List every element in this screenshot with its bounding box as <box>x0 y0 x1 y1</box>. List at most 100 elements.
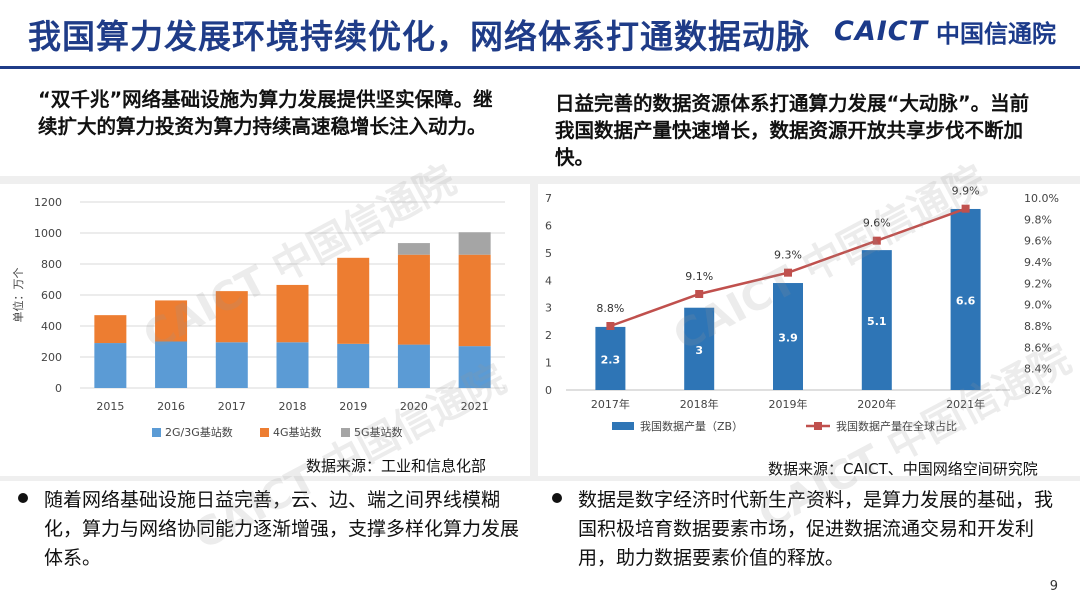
x-tick-label: 2020 <box>400 400 428 413</box>
y-left-tick-label: 1 <box>545 357 552 370</box>
left-source: 数据来源：工业和信息化部 <box>306 457 487 475</box>
left-subtitle: “双千兆”网络基础设施为算力发展提供坚实保障。继续扩大的算力投资为算力持续高速稳… <box>38 88 493 138</box>
bar <box>397 254 430 345</box>
legend-marker <box>814 422 822 430</box>
legend-label: 5G基站数 <box>354 425 403 439</box>
line-value-label: 9.6% <box>863 217 891 230</box>
y-right-tick-label: 9.6% <box>1024 235 1052 248</box>
line-value-label: 9.1% <box>685 270 713 283</box>
bar <box>155 300 188 342</box>
line-point <box>784 268 792 277</box>
y-tick-label: 0 <box>55 382 62 395</box>
x-tick-label: 2017 <box>218 400 246 413</box>
y-left-tick-label: 7 <box>545 192 552 205</box>
data-output-chart-card: 0 1 2 3 4 5 6 7 8.2% 8.4% 8.6% 8.8% 9.0% 9.2% 9.4% 9.6%… <box>538 184 1080 476</box>
bullet-dot <box>552 492 562 503</box>
bar <box>94 343 127 388</box>
x-tick-label: 2015 <box>96 400 124 413</box>
bar <box>276 342 309 388</box>
legend-swatch <box>341 428 350 437</box>
base-station-chart-card: 0 200 400 600 800 1000 1200 单位：万个 2015 2016 2017 20… <box>0 184 530 476</box>
y-right-tick-label: 9.0% <box>1024 299 1052 312</box>
y-tick-label: 1200 <box>34 196 62 209</box>
legend-label: 4G基站数 <box>273 425 322 439</box>
y-axis-label: 单位：万个 <box>11 268 25 323</box>
y-right-tick-label: 10.0% <box>1024 192 1059 205</box>
page-title: 我国算力发展环境持续优化，网络体系打通数据动脉 <box>28 17 810 56</box>
bar-value-label: 5.1 <box>867 315 887 328</box>
bar <box>276 284 309 343</box>
legend-label: 我国数据产量（ZB） <box>640 419 743 433</box>
left-bullet: 随着网络基础设施日益完善，云、边、端之间界线模糊化，算力与网络协同能力逐渐增强，… <box>18 486 523 569</box>
line-value-label: 9.9% <box>952 185 980 198</box>
bar <box>684 307 715 390</box>
legend-swatch <box>152 428 161 437</box>
page-number: 9 <box>1049 579 1058 594</box>
bar-value-label: 3.9 <box>778 332 798 345</box>
y-left-tick-label: 5 <box>545 247 552 260</box>
y-tick-label: 400 <box>41 320 62 333</box>
x-tick-label: 2017年 <box>591 397 630 411</box>
line-point <box>695 290 704 298</box>
right-bullet-text: 数据是数字经济时代新生产资料，是算力发展的基础，我国积极培育数据要素市场，促进数… <box>578 489 1054 569</box>
right-subtitle: 日益完善的数据资源体系打通算力发展“大动脉”。当前我国数据产量快速增长，数据资源… <box>555 92 1030 169</box>
bar-value-label: 2.3 <box>601 353 621 366</box>
bar <box>94 315 127 344</box>
bar <box>397 344 430 388</box>
y-right-tick-label: 9.2% <box>1024 277 1052 290</box>
legend-swatch <box>612 422 634 430</box>
line-value-label: 8.8% <box>596 302 624 315</box>
y-right-tick-label: 8.2% <box>1024 384 1052 397</box>
y-right-tick-label: 8.6% <box>1024 341 1052 354</box>
y-left-tick-label: 2 <box>545 329 552 342</box>
logo-mark: CAICT <box>834 16 928 47</box>
legend-swatch <box>260 428 269 437</box>
legend-label: 2G/3G基站数 <box>165 425 233 439</box>
y-tick-label: 800 <box>41 258 62 271</box>
x-tick-label: 2021 <box>461 400 489 413</box>
bar <box>337 343 370 388</box>
line-point <box>872 236 881 245</box>
bar <box>773 283 803 390</box>
y-right-tick-label: 9.8% <box>1024 213 1052 226</box>
y-right-tick-label: 8.4% <box>1024 363 1052 376</box>
y-left-tick-label: 4 <box>545 274 552 287</box>
caict-logo: CAICT 中国信通院 <box>834 14 1056 49</box>
y-right-tick-label: 8.8% <box>1024 320 1052 333</box>
title-divider <box>0 66 1080 69</box>
bar <box>458 346 491 388</box>
legend-label: 我国数据产量在全球占比 <box>836 419 957 433</box>
bar <box>215 342 248 388</box>
line-value-label: 9.3% <box>774 249 802 262</box>
x-tick-label: 2018 <box>279 400 307 413</box>
bullet-dot <box>18 492 28 503</box>
line-point <box>961 204 970 213</box>
bar <box>458 232 491 255</box>
bar <box>595 326 626 390</box>
x-tick-label: 2021年 <box>946 397 985 411</box>
line-point <box>606 322 615 330</box>
data-output-chart: 0 1 2 3 4 5 6 7 8.2% 8.4% 8.6% 8.8% 9.0% 9.2% 9.4% 9.6%… <box>545 185 1059 433</box>
bar <box>337 257 370 344</box>
x-tick-label: 2019年 <box>769 397 808 411</box>
bar <box>397 243 430 255</box>
bar <box>861 250 892 390</box>
y-tick-label: 200 <box>41 351 62 364</box>
y-right-tick-label: 9.4% <box>1024 256 1052 269</box>
x-tick-label: 2018年 <box>680 397 719 411</box>
x-tick-label: 2020年 <box>857 397 896 411</box>
x-tick-label: 2019 <box>339 400 367 413</box>
y-left-tick-label: 3 <box>545 302 552 315</box>
y-left-tick-label: 6 <box>545 219 552 232</box>
y-tick-label: 1000 <box>34 227 62 240</box>
y-left-tick-label: 0 <box>545 384 552 397</box>
bar <box>155 341 188 388</box>
bar <box>458 254 491 347</box>
bar <box>950 208 981 390</box>
bar-value-label: 6.6 <box>956 294 976 307</box>
y-tick-label: 600 <box>41 289 62 302</box>
right-bullet: 数据是数字经济时代新生产资料，是算力发展的基础，我国积极培育数据要素市场，促进数… <box>552 486 1057 569</box>
left-bullet-text: 随着网络基础设施日益完善，云、边、端之间界线模糊化，算力与网络协同能力逐渐增强，… <box>44 489 520 569</box>
base-station-chart: 0 200 400 600 800 1000 1200 单位：万个 2015 2016 2017 20… <box>11 196 505 439</box>
bar-value-label: 3 <box>695 344 703 357</box>
